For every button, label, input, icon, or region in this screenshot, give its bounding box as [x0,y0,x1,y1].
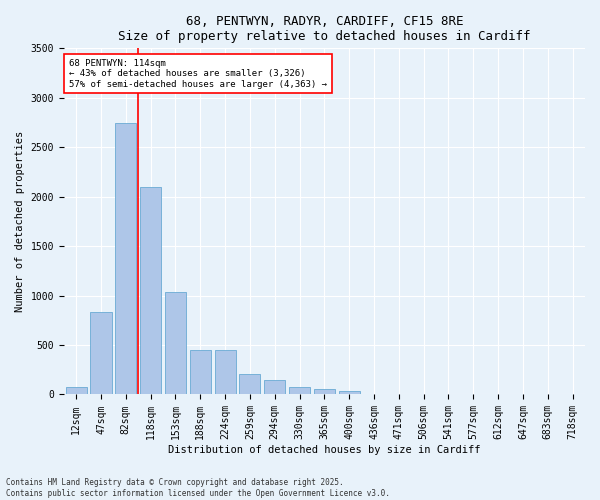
Bar [91,312,112,394]
Bar [289,386,310,394]
Bar [190,350,211,395]
Bar [140,187,161,394]
Bar [338,391,360,394]
Bar [264,380,285,394]
Bar [115,122,136,394]
Bar [65,386,87,394]
Text: Contains HM Land Registry data © Crown copyright and database right 2025.
Contai: Contains HM Land Registry data © Crown c… [6,478,390,498]
X-axis label: Distribution of detached houses by size in Cardiff: Distribution of detached houses by size … [168,445,481,455]
Bar [239,374,260,394]
Y-axis label: Number of detached properties: Number of detached properties [15,131,25,312]
Bar [165,292,186,395]
Bar [314,388,335,394]
Text: 68 PENTWYN: 114sqm
← 43% of detached houses are smaller (3,326)
57% of semi-deta: 68 PENTWYN: 114sqm ← 43% of detached hou… [69,58,327,88]
Bar [215,350,236,395]
Title: 68, PENTWYN, RADYR, CARDIFF, CF15 8RE
Size of property relative to detached hous: 68, PENTWYN, RADYR, CARDIFF, CF15 8RE Si… [118,15,530,43]
